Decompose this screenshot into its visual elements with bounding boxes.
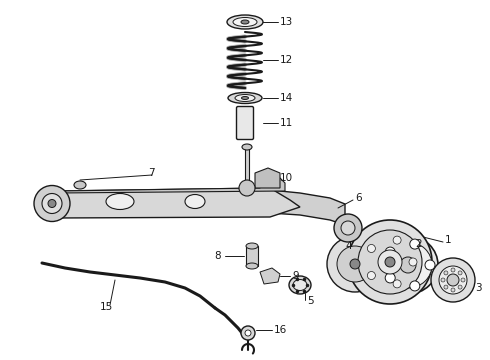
Circle shape (385, 273, 395, 283)
Circle shape (241, 326, 255, 340)
Polygon shape (58, 176, 285, 193)
Circle shape (400, 257, 416, 273)
Ellipse shape (246, 243, 258, 249)
Ellipse shape (228, 93, 262, 104)
Circle shape (358, 230, 422, 294)
Text: 3: 3 (475, 283, 482, 293)
Circle shape (393, 236, 401, 244)
Circle shape (447, 274, 459, 286)
Circle shape (393, 280, 401, 288)
Circle shape (385, 247, 395, 257)
Circle shape (451, 268, 455, 272)
Circle shape (444, 271, 448, 275)
Text: 14: 14 (280, 93, 293, 103)
Circle shape (431, 258, 475, 302)
Text: 5: 5 (307, 296, 314, 306)
Ellipse shape (106, 194, 134, 210)
Circle shape (348, 220, 432, 304)
Circle shape (425, 260, 435, 270)
Circle shape (42, 194, 62, 213)
FancyBboxPatch shape (237, 107, 253, 140)
Polygon shape (270, 190, 345, 225)
Text: 1: 1 (445, 235, 452, 245)
Circle shape (337, 246, 373, 282)
Text: 7: 7 (148, 168, 155, 178)
Ellipse shape (242, 96, 248, 99)
Ellipse shape (378, 236, 438, 294)
Text: 6: 6 (355, 193, 362, 203)
Bar (245, 147, 249, 215)
Circle shape (350, 259, 360, 269)
Polygon shape (255, 168, 280, 188)
Circle shape (458, 285, 462, 289)
Circle shape (368, 271, 375, 279)
Ellipse shape (293, 279, 307, 291)
Circle shape (410, 281, 420, 291)
Circle shape (368, 244, 375, 252)
Ellipse shape (74, 181, 86, 189)
Polygon shape (260, 268, 280, 284)
Ellipse shape (235, 94, 255, 102)
Text: 11: 11 (280, 118, 293, 128)
Ellipse shape (241, 20, 249, 24)
Circle shape (334, 214, 362, 242)
Text: 2: 2 (415, 239, 421, 249)
Text: 12: 12 (280, 55, 293, 65)
Ellipse shape (227, 15, 263, 29)
Circle shape (461, 278, 465, 282)
Text: 16: 16 (274, 325, 287, 335)
Text: 8: 8 (214, 251, 220, 261)
Ellipse shape (233, 18, 257, 27)
Text: 9: 9 (292, 271, 298, 281)
Ellipse shape (185, 194, 205, 208)
Circle shape (34, 185, 70, 221)
Circle shape (444, 285, 448, 289)
Circle shape (239, 180, 255, 196)
Ellipse shape (246, 263, 258, 269)
Circle shape (409, 258, 417, 266)
Polygon shape (48, 188, 300, 218)
Circle shape (439, 266, 467, 294)
Circle shape (341, 221, 355, 235)
Circle shape (458, 271, 462, 275)
Text: 4: 4 (345, 241, 352, 251)
Circle shape (245, 330, 251, 336)
Ellipse shape (242, 144, 252, 150)
Text: 10: 10 (280, 173, 293, 183)
Circle shape (48, 199, 56, 207)
Circle shape (327, 236, 383, 292)
Ellipse shape (289, 276, 311, 294)
Circle shape (378, 250, 402, 274)
Circle shape (441, 278, 445, 282)
Circle shape (410, 239, 420, 249)
Bar (246, 246, 258, 266)
Text: 15: 15 (100, 302, 113, 312)
Circle shape (385, 257, 395, 267)
Circle shape (451, 288, 455, 292)
Text: 13: 13 (280, 17, 293, 27)
Ellipse shape (384, 242, 432, 288)
